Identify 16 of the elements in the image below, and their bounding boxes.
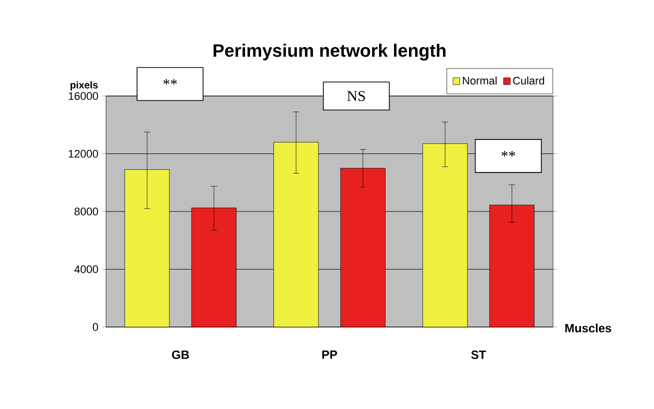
chart-title: Perimysium network length <box>214 44 446 60</box>
y-tick-label: 16000 <box>68 92 98 100</box>
y-tick-label: 0 <box>92 323 98 331</box>
y-axis-title: pixels <box>70 81 98 90</box>
y-tick-label: 8000 <box>74 208 98 216</box>
legend-label: Normal <box>462 76 497 85</box>
legend-label: Culard <box>513 76 544 85</box>
x-tick-label: GB <box>172 350 189 359</box>
y-tick-label: 12000 <box>68 150 98 158</box>
annotation: ** <box>502 151 516 157</box>
x-tick-label: ST <box>471 350 486 359</box>
annotation: NS <box>347 90 365 102</box>
x-axis-title: Muscles <box>565 324 612 332</box>
text: ** <box>163 79 177 85</box>
x-tick-label: PP <box>322 350 338 359</box>
y-tick-label: 4000 <box>74 265 98 274</box>
